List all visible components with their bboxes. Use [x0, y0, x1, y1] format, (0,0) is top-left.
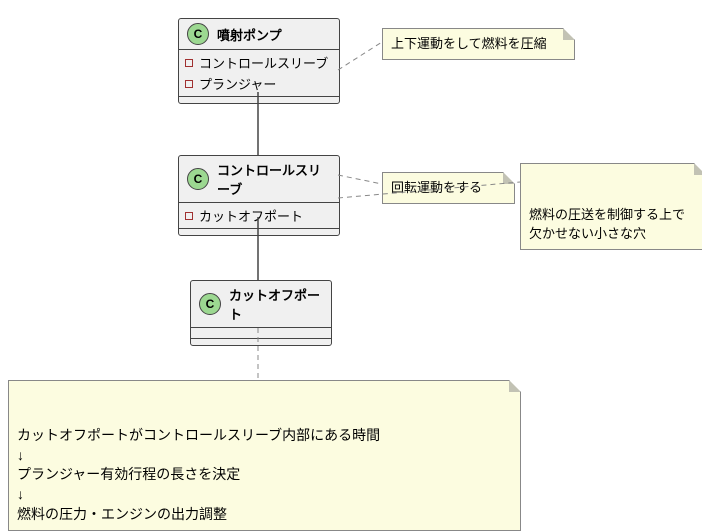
class-control-sleeve: C コントロールスリーブ カットオフポート [178, 155, 340, 236]
class-stereotype-icon: C [187, 168, 209, 190]
class-stereotype-icon: C [199, 293, 221, 315]
note-fold-icon [509, 380, 521, 392]
note-text: 上下運動をして燃料を圧縮 [391, 36, 547, 51]
note-text: カットオフポートがコントロールスリーブ内部にある時間 ↓ プランジャー有効行程の… [17, 427, 380, 521]
class-members: コントロールスリーブ プランジャー [179, 50, 339, 97]
class-title: コントロールスリーブ [217, 160, 331, 198]
member-label: コントロールスリーブ [199, 53, 328, 72]
class-members-empty [191, 328, 331, 339]
class-header: C カットオフポート [191, 281, 331, 328]
note-fold-icon [503, 172, 515, 184]
note-text: 回転運動をする [391, 180, 482, 195]
class-members: カットオフポート [179, 203, 339, 229]
class-member: カットオフポート [185, 205, 333, 226]
note-text: 燃料の圧送を制御する上で 欠かせない小さな穴 [529, 207, 685, 240]
note-small-hole: 燃料の圧送を制御する上で 欠かせない小さな穴 [520, 163, 702, 250]
member-visibility-icon [185, 59, 193, 67]
class-stereotype-icon: C [187, 23, 209, 45]
note-fold-icon [563, 28, 575, 40]
note-explanation: カットオフポートがコントロールスリーブ内部にある時間 ↓ プランジャー有効行程の… [8, 380, 521, 531]
class-title: 噴射ポンプ [217, 25, 282, 44]
edge-dashed [338, 175, 382, 184]
edge-dashed [338, 42, 382, 70]
class-cutoff-port: C カットオフポート [190, 280, 332, 346]
class-title: カットオフポート [229, 285, 323, 323]
stereotype-letter: C [194, 172, 203, 186]
class-methods-empty [179, 229, 339, 235]
note-rotation: 回転運動をする [382, 172, 515, 204]
class-methods-empty [191, 339, 331, 345]
member-visibility-icon [185, 80, 193, 88]
class-header: C コントロールスリーブ [179, 156, 339, 203]
class-member: コントロールスリーブ [185, 52, 333, 73]
note-fold-icon [694, 163, 702, 175]
member-label: カットオフポート [199, 206, 303, 225]
member-label: プランジャー [199, 74, 276, 93]
stereotype-letter: C [206, 297, 215, 311]
class-member: プランジャー [185, 73, 333, 94]
note-plunger: 上下運動をして燃料を圧縮 [382, 28, 575, 60]
stereotype-letter: C [194, 27, 203, 41]
class-methods-empty [179, 97, 339, 103]
class-injection-pump: C 噴射ポンプ コントロールスリーブ プランジャー [178, 18, 340, 104]
class-header: C 噴射ポンプ [179, 19, 339, 50]
member-visibility-icon [185, 212, 193, 220]
